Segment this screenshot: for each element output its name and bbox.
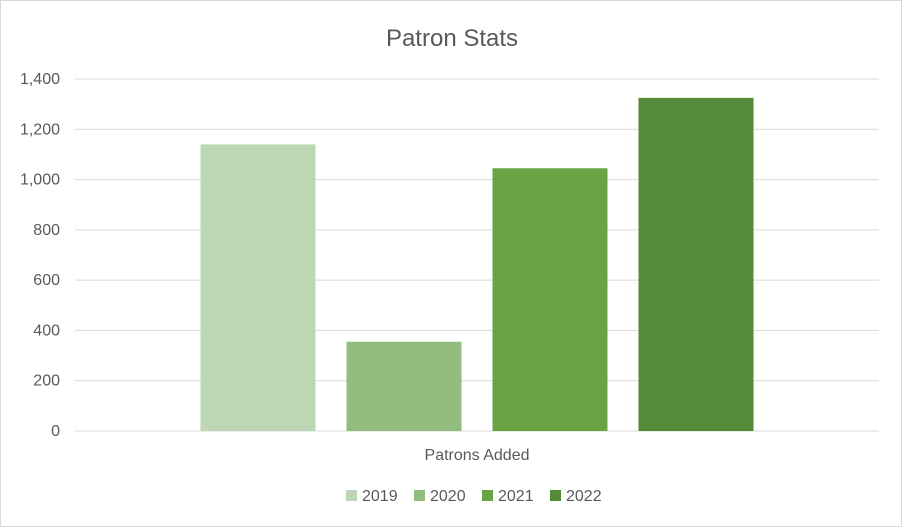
y-tick-label: 800 — [33, 222, 60, 239]
legend: 2019 2020 2021 2022 — [346, 488, 602, 505]
legend-label-2022: 2022 — [566, 488, 602, 505]
legend-label-2019: 2019 — [362, 488, 398, 505]
y-tick-label: 1,400 — [20, 71, 60, 88]
legend-label-2020: 2020 — [430, 488, 466, 505]
gridlines — [75, 78, 879, 432]
y-tick-label: 400 — [33, 322, 60, 339]
legend-swatch-2021 — [482, 490, 493, 501]
legend-swatch-2020 — [414, 490, 425, 501]
y-tick-label: 1,200 — [20, 121, 60, 138]
y-tick-label: 200 — [33, 373, 60, 390]
y-tick-label: 1,000 — [20, 172, 60, 189]
legend-label-2021: 2021 — [498, 488, 534, 505]
x-category-label: Patrons Added — [425, 447, 530, 464]
legend-swatch-2019 — [346, 490, 357, 501]
y-tick-label: 0 — [51, 423, 60, 440]
bar-2021 — [492, 168, 608, 431]
bars — [200, 97, 754, 431]
bar-2019 — [200, 144, 316, 431]
legend-swatch-2022 — [550, 490, 561, 501]
y-tick-label: 600 — [33, 272, 60, 289]
y-axis-ticks: 0 200 400 600 800 1,000 1,200 1,400 — [20, 71, 60, 440]
chart-title: Patron Stats — [386, 25, 518, 52]
bar-2022 — [638, 97, 754, 431]
bar-2020 — [346, 341, 462, 431]
